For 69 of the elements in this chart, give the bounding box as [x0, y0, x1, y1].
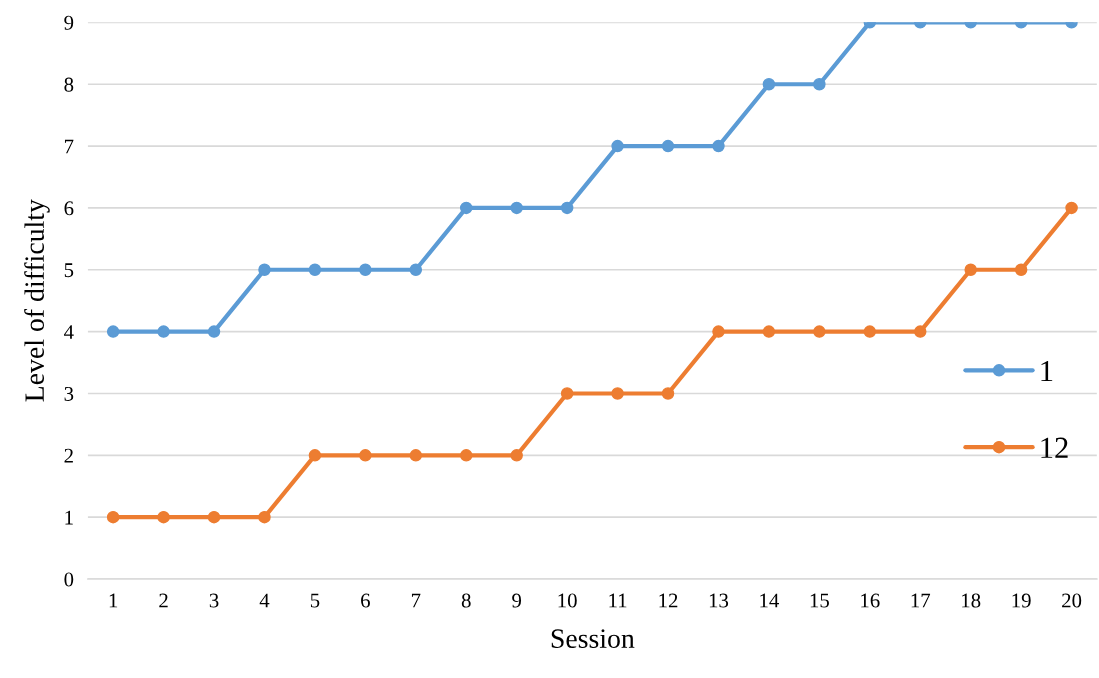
point	[157, 325, 170, 338]
point	[611, 387, 624, 400]
point	[863, 325, 877, 338]
point	[106, 510, 120, 524]
point	[106, 325, 120, 338]
y-tick-label: 3	[64, 386, 74, 401]
y-tick-label: 8	[64, 77, 74, 92]
x-tick-label: 17	[911, 593, 931, 608]
point	[611, 139, 624, 153]
y-tick-label: 6	[64, 201, 74, 216]
y-tick-label: 4	[64, 325, 74, 339]
point	[157, 510, 170, 524]
point	[359, 263, 372, 277]
point	[207, 325, 221, 338]
x-tick-label: 3	[209, 593, 219, 608]
point	[560, 201, 574, 215]
x-tick-label: 7	[411, 593, 421, 608]
point	[460, 449, 473, 462]
point	[409, 449, 423, 462]
y-tick-label: 5	[64, 263, 74, 278]
point	[1065, 201, 1078, 215]
point	[258, 510, 271, 524]
point	[913, 325, 927, 338]
point	[1014, 263, 1028, 277]
x-tick-label: 8	[461, 593, 471, 608]
x-tick-label: 1	[109, 593, 118, 608]
point	[308, 263, 322, 277]
point	[207, 510, 221, 524]
y-tick-label: 2	[64, 448, 73, 463]
x-tick-label: 12	[659, 593, 678, 608]
point	[409, 263, 423, 277]
x-tick-label: 11	[609, 593, 627, 608]
point	[258, 263, 271, 277]
point	[762, 325, 776, 338]
x-tick-label: 18	[962, 593, 981, 608]
x-tick-label: 6	[361, 593, 370, 608]
y-tick-label: 7	[64, 139, 74, 154]
x-tick-label: 15	[810, 593, 829, 608]
x-tick-label: 5	[310, 593, 320, 608]
point	[813, 77, 826, 91]
x-tick-label: 14	[760, 593, 780, 608]
x-axis-title: Session	[551, 629, 635, 649]
x-tick-label: 4	[259, 593, 270, 608]
point	[661, 139, 675, 153]
x-tick-label: 10	[558, 593, 577, 608]
point	[460, 201, 473, 215]
point	[712, 325, 725, 338]
x-tick-label: 20	[1062, 593, 1082, 608]
point	[560, 387, 574, 400]
x-tick-label: 2	[159, 593, 168, 608]
point	[308, 449, 322, 462]
y-tick-label: 0	[64, 572, 74, 587]
point	[813, 325, 826, 338]
point	[762, 77, 776, 91]
x-tick-label: 19	[1012, 593, 1031, 608]
point	[964, 263, 977, 277]
point	[359, 449, 372, 462]
y-tick-label: 1	[65, 510, 73, 525]
point	[510, 201, 523, 215]
point	[510, 449, 523, 462]
y-axis-title: Level of difficulty	[24, 199, 50, 402]
x-tick-label: 13	[709, 593, 729, 608]
legend-label: 1	[1041, 360, 1053, 382]
x-tick-label: 9	[512, 593, 522, 608]
legend-label: 12	[1041, 437, 1068, 458]
x-tick-label: 16	[861, 593, 880, 608]
point	[661, 387, 675, 400]
point	[712, 139, 725, 153]
y-tick-label: 9	[64, 15, 74, 30]
